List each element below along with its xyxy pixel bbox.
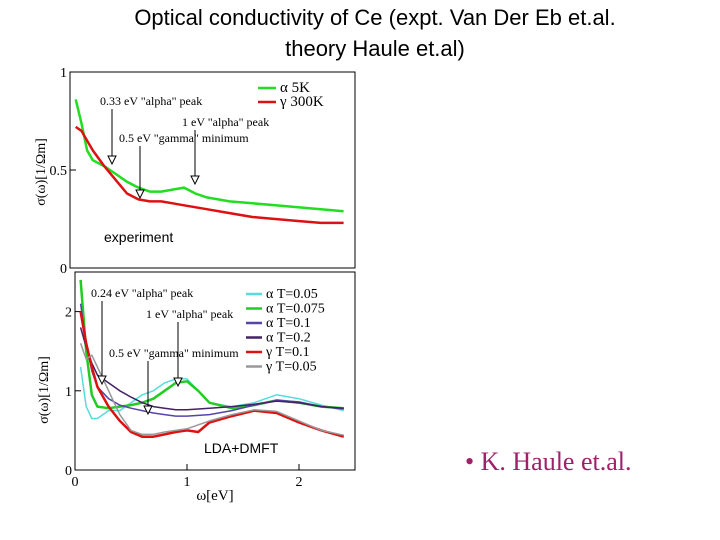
ytick-label: 0.5 [50,164,68,179]
legend-label: α T=0.2 [266,331,311,346]
legend-label: α T=0.05 [266,287,318,302]
series-line-3 [79,327,344,411]
legend-label: γ 300K [279,94,324,110]
ytick-label: 1 [60,66,67,81]
slide-title: Optical conductivity of Ce (expt. Van De… [0,2,720,64]
legend-label: α 5K [280,80,310,96]
ytick-label: 2 [65,306,72,321]
experiment-annotation-alpha-peak: 0.33 eV "alpha" peak [100,94,202,108]
legend-label: α T=0.075 [266,302,325,317]
series-line-1 [74,125,344,225]
theory-xlabel: ω[eV] [196,488,233,504]
ytick-label: 0 [65,464,72,479]
experiment-ylabel: σ(ω)[1/Ωm] [34,138,49,206]
experiment-annotation-gamma-minimum: 0.5 eV "gamma" minimum [119,131,249,145]
xtick-label: 2 [296,475,303,490]
theory-ylabel: σ(ω)[1/Ωm] [37,356,52,424]
title-line-1: Optical conductivity of Ce (expt. Van De… [134,5,616,30]
experiment-yticks: 00.51 [50,66,76,277]
title-line-2: theory Haule et.al) [285,36,465,61]
legend-label: γ T=0.1 [265,345,310,360]
experiment-annotation-1ev-peak: 1 eV "alpha" peak [182,115,269,129]
theory-annotation-arrows [97,301,183,416]
theory-inset-label: LDA+DMFT [204,440,279,456]
series-line-0 [74,99,344,213]
series-line-0 [79,366,344,420]
theory-panel: 0 1 2 0 1 2 σ(ω)[1/Ωm] ω[eV] α T=0.05α T=0.07… [37,271,356,504]
experiment-inset-label: experiment [104,229,173,245]
series-line-5 [79,343,344,436]
theory-series [79,279,345,438]
theory-frame [74,271,356,471]
xtick-label: 0 [72,475,79,490]
legend-label: γ T=0.05 [265,360,317,375]
theory-annotation-1ev-peak: 1 eV "alpha" peak [146,307,233,321]
series-line-4 [79,311,345,438]
experiment-panel: 00.51 σ(ω)[1/Ωm] α 5Kγ 300K 0.33 eV "alp… [34,66,356,277]
xtick-label: 1 [184,475,191,490]
ytick-label: 0 [60,262,67,277]
experiment-series [74,99,344,225]
theory-annotation-gamma-minimum: 0.5 eV "gamma" minimum [109,346,239,360]
theory-ticks: 0 1 2 0 1 2 [65,306,303,490]
experiment-legend: α 5Kγ 300K [258,80,324,110]
ytick-label: 1 [65,385,72,400]
citation-text: • K. Haule et.al. [465,447,632,476]
experiment-frame [69,71,356,269]
experiment-annotation-arrows [107,109,200,200]
theory-annotation-alpha-peak: 0.24 eV "alpha" peak [91,286,193,300]
legend-label: α T=0.1 [266,316,311,331]
